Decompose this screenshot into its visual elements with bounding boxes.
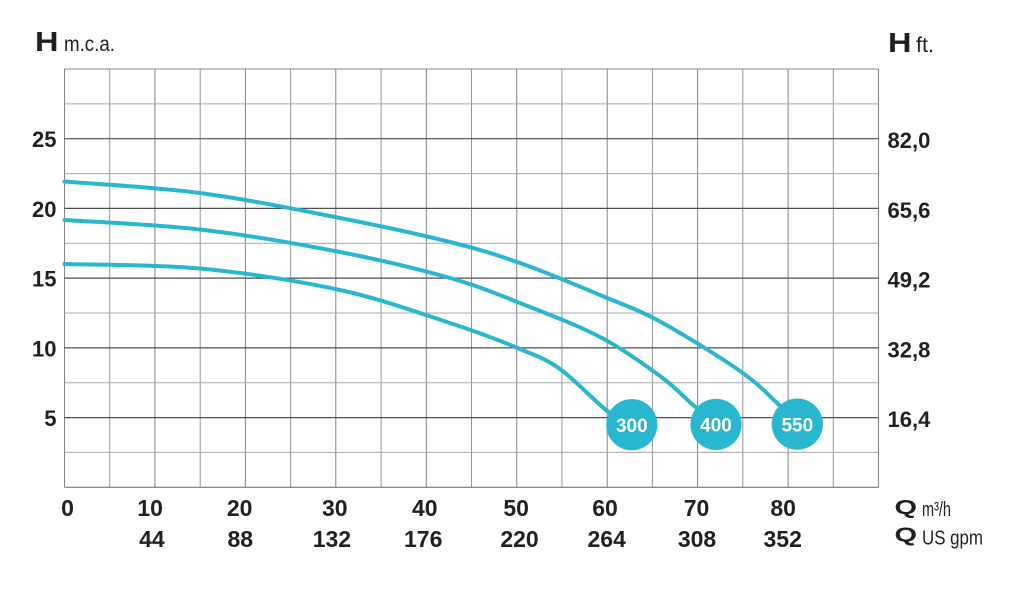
svg-text:49,2: 49,2 [888, 268, 931, 293]
svg-text:m.c.a.: m.c.a. [64, 33, 115, 56]
svg-text:60: 60 [592, 495, 618, 521]
svg-text:16,4: 16,4 [888, 407, 932, 432]
svg-text:10: 10 [137, 495, 163, 521]
svg-text:10: 10 [32, 336, 56, 361]
svg-text:US gpm: US gpm [922, 528, 983, 550]
svg-text:82,0: 82,0 [888, 128, 931, 153]
svg-text:70: 70 [684, 495, 710, 521]
svg-text:44: 44 [139, 526, 165, 552]
svg-text:80: 80 [770, 495, 796, 521]
svg-text:20: 20 [32, 197, 56, 222]
svg-text:0: 0 [61, 495, 74, 521]
svg-text:300: 300 [616, 416, 648, 437]
svg-text:400: 400 [700, 416, 732, 437]
svg-text:88: 88 [228, 526, 254, 552]
svg-text:5: 5 [44, 406, 56, 431]
svg-text:30: 30 [322, 495, 348, 521]
svg-text:25: 25 [32, 127, 56, 152]
svg-text:32,8: 32,8 [888, 337, 931, 362]
svg-text:ft.: ft. [916, 34, 934, 57]
svg-text:H: H [888, 27, 912, 58]
svg-text:308: 308 [678, 526, 717, 552]
svg-text:65,6: 65,6 [888, 198, 931, 223]
svg-text:40: 40 [412, 495, 438, 521]
svg-text:264: 264 [588, 526, 627, 552]
svg-text:m³/h: m³/h [922, 499, 951, 521]
svg-text:Q: Q [895, 525, 918, 547]
svg-text:H: H [35, 26, 59, 57]
svg-text:15: 15 [32, 267, 56, 292]
svg-text:50: 50 [503, 495, 529, 521]
svg-text:550: 550 [781, 415, 813, 436]
svg-text:220: 220 [500, 526, 538, 552]
svg-text:352: 352 [764, 526, 802, 552]
svg-text:176: 176 [404, 526, 442, 552]
svg-text:132: 132 [313, 526, 351, 552]
svg-text:20: 20 [227, 495, 253, 521]
svg-text:Q: Q [895, 497, 918, 519]
